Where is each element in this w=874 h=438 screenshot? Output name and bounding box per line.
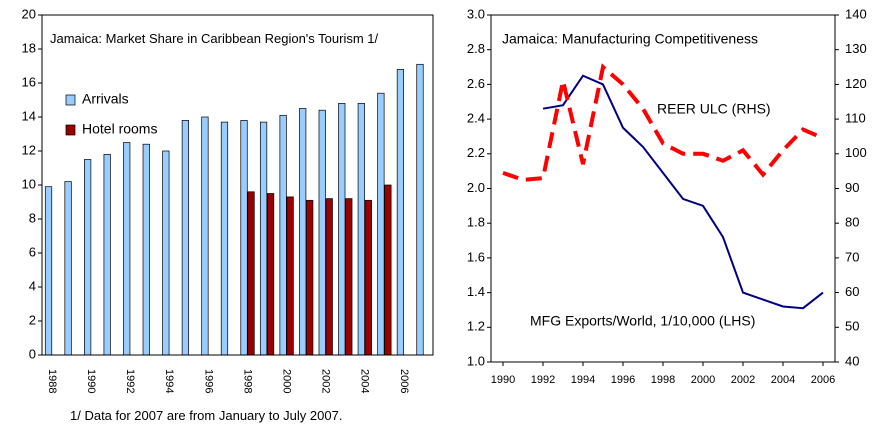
line	[502, 63, 824, 182]
y-tick-label: 2	[29, 312, 36, 327]
bar	[162, 150, 170, 356]
x-tick-label: 2000	[280, 369, 292, 393]
y-tick-label: 16	[22, 74, 36, 89]
line	[542, 74, 824, 310]
chart-title: Jamaica: Manufacturing Competitiveness	[502, 31, 758, 47]
legend-swatch	[65, 124, 76, 136]
x-tick-label: 2000	[691, 374, 715, 386]
x-tick-label: 1992	[124, 369, 136, 393]
bar	[384, 184, 392, 356]
x-tick-label: 1990	[491, 374, 515, 386]
y2-tick-label: 70	[845, 249, 859, 264]
y2-tick-label: 130	[845, 41, 867, 56]
chart-title: Jamaica: Market Share in Caribbean Regio…	[50, 31, 379, 46]
bar	[338, 103, 346, 356]
bar	[286, 196, 294, 356]
x-tick-label: 1996	[611, 374, 635, 386]
x-tick-label: 1998	[651, 374, 675, 386]
plot-frame	[41, 14, 434, 356]
bar	[279, 114, 287, 356]
y-tick-label: 1.6	[467, 249, 485, 264]
bar	[240, 120, 248, 356]
y-tick-label: 4	[29, 278, 36, 293]
y-tick-label: 1.4	[467, 284, 485, 299]
bar	[266, 193, 275, 356]
y-tick-label: 1.0	[467, 353, 485, 368]
bar	[84, 159, 92, 356]
x-tick-label: 1994	[163, 369, 175, 393]
x-tick-label: 2002	[320, 369, 332, 393]
x-tick-label: 2006	[398, 369, 410, 393]
bar	[220, 121, 229, 356]
y2-tick-label: 40	[845, 353, 859, 368]
bar	[357, 103, 365, 356]
legend-label: Hotel rooms	[82, 121, 157, 137]
plot-frame	[490, 14, 836, 363]
legend-label: Arrivals	[82, 91, 129, 107]
x-tick-label: 2004	[771, 374, 795, 386]
y-tick-label: 18	[22, 40, 36, 55]
x-tick-label: 2004	[359, 369, 371, 393]
y-tick-label: 2.4	[467, 111, 485, 126]
y2-tick-label: 90	[845, 180, 859, 195]
x-tick-label: 1994	[571, 374, 595, 386]
bar	[142, 143, 150, 356]
x-tick-label: 1996	[202, 369, 214, 393]
bar	[325, 198, 333, 356]
x-tick-label: 2006	[811, 374, 835, 386]
y2-tick-label: 140	[845, 6, 867, 21]
y2-tick-label: 60	[845, 284, 859, 299]
legend-swatch	[65, 94, 76, 106]
y-tick-label: 2.2	[467, 145, 485, 160]
y2-tick-label: 120	[845, 76, 867, 91]
bar	[416, 63, 424, 356]
x-tick-label: 1992	[531, 374, 555, 386]
bar	[44, 186, 53, 356]
bar	[318, 109, 326, 356]
x-tick-label: 1998	[241, 369, 253, 393]
y-tick-label: 2.8	[467, 41, 485, 56]
footnote: 1/ Data for 2007 are from January to Jul…	[70, 408, 343, 423]
y2-tick-label: 80	[845, 215, 859, 230]
y2-tick-label: 50	[845, 319, 859, 334]
y-tick-label: 14	[22, 108, 36, 123]
bar	[345, 198, 353, 356]
y-tick-label: 1.8	[467, 215, 485, 230]
series-label: MFG Exports/World, 1/10,000 (LHS)	[530, 313, 755, 329]
x-tick-label: 1990	[85, 369, 97, 393]
y-tick-label: 10	[22, 176, 36, 191]
y-tick-label: 8	[29, 210, 36, 225]
y-tick-label: 12	[22, 142, 36, 157]
y2-tick-label: 110	[845, 111, 866, 126]
y-tick-label: 3.0	[467, 6, 485, 21]
x-tick-label: 1988	[46, 369, 58, 393]
bar	[377, 92, 385, 356]
series-label: REER ULC (RHS)	[657, 101, 771, 117]
y-tick-label: 20	[22, 6, 36, 21]
y2-tick-label: 100	[845, 145, 867, 160]
x-tick-label: 2002	[731, 374, 755, 386]
bar	[123, 142, 131, 356]
bar	[396, 69, 405, 356]
bar	[247, 191, 255, 356]
y-tick-label: 1.2	[467, 319, 485, 334]
bar	[299, 108, 307, 356]
y-tick-label: 2.6	[467, 76, 485, 91]
bar	[259, 121, 268, 356]
y-tick-label: 2.0	[467, 180, 485, 195]
y-tick-label: 0	[29, 346, 36, 361]
bar	[201, 116, 209, 356]
bar	[306, 199, 314, 356]
bar	[64, 181, 72, 356]
bar	[103, 154, 111, 356]
y-tick-label: 6	[29, 244, 36, 259]
bar	[364, 199, 372, 356]
bar	[181, 120, 189, 356]
